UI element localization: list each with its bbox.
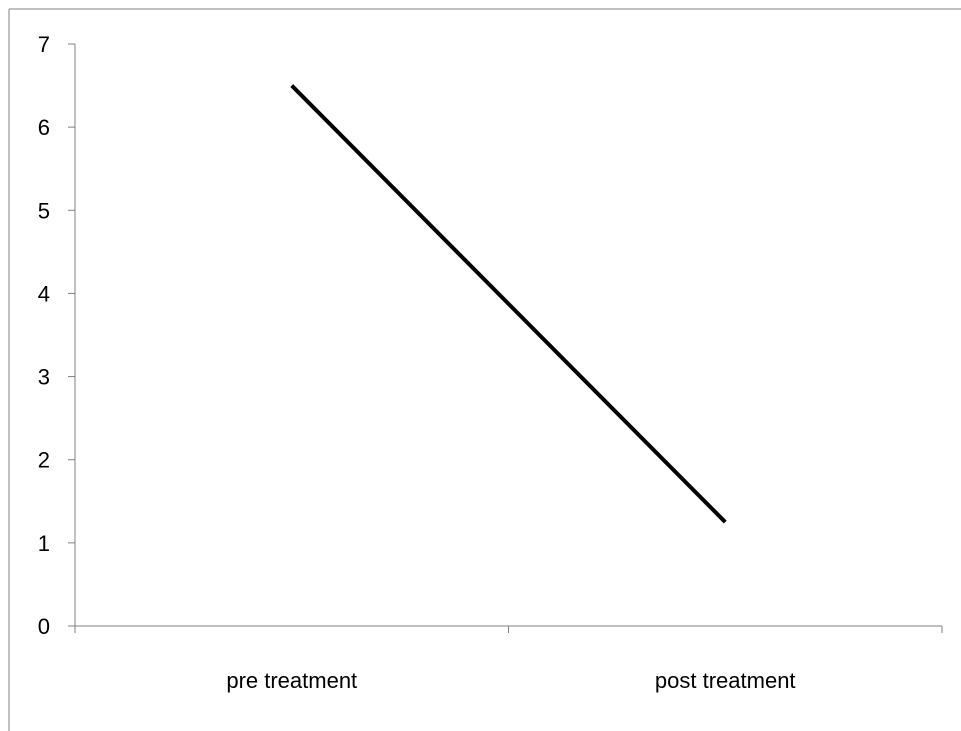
y-tick-label: 2 bbox=[38, 448, 50, 473]
x-category-label: pre treatment bbox=[226, 668, 357, 693]
plot-area: 0 1 2 3 4 5 6 7 pre treatment post treatment bbox=[38, 32, 943, 693]
y-tick-label: 1 bbox=[38, 531, 50, 556]
series-line bbox=[290, 84, 727, 524]
y-tick-label: 3 bbox=[38, 365, 50, 390]
y-tick-label: 6 bbox=[38, 115, 50, 140]
x-category-label: post treatment bbox=[655, 668, 796, 693]
y-tick-label: 0 bbox=[38, 614, 50, 639]
y-tick-label: 7 bbox=[38, 32, 50, 57]
y-tick-label: 4 bbox=[38, 281, 50, 306]
y-tick-label: 5 bbox=[38, 198, 50, 223]
